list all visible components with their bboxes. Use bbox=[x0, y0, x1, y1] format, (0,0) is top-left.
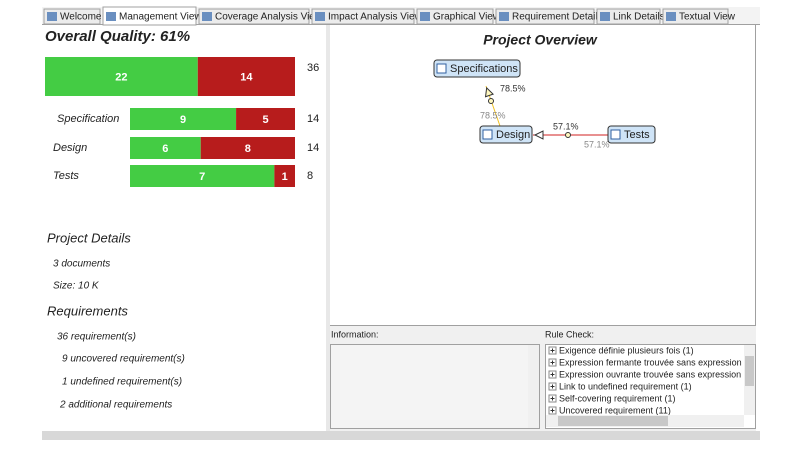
quality-title: Overall Quality: 61% bbox=[45, 28, 190, 45]
tab-icon bbox=[47, 12, 57, 21]
link-label: 57.1% bbox=[584, 139, 610, 149]
uncovered-count: 1 bbox=[282, 171, 288, 183]
tab-label[interactable]: Management View bbox=[119, 12, 202, 23]
row-label: Tests bbox=[53, 170, 79, 182]
rule-item: Link to undefined requirement (1) bbox=[559, 381, 692, 391]
tab-label[interactable]: Requirement Details bbox=[512, 12, 603, 23]
covered-count: 22 bbox=[115, 71, 127, 83]
pane-label: Rule Check: bbox=[545, 329, 594, 339]
rule-item: Uncovered requirement (11) bbox=[559, 405, 671, 415]
rule-item: Self-covering requirement (1) bbox=[559, 393, 676, 403]
uncovered-count: 5 bbox=[262, 114, 268, 126]
node-label: Specifications bbox=[450, 63, 518, 75]
uncovered-count: 14 bbox=[240, 71, 253, 83]
tab-label[interactable]: Impact Analysis View bbox=[328, 12, 423, 23]
pane-label: Information: bbox=[331, 329, 379, 339]
node-icon bbox=[436, 63, 447, 74]
total-count: 36 bbox=[307, 62, 319, 74]
tab-icon bbox=[420, 12, 430, 21]
node-label: Tests bbox=[624, 129, 650, 141]
requirement-item: 36 requirement(s) bbox=[57, 332, 136, 343]
expand-plus bbox=[550, 348, 555, 353]
uncovered-bar bbox=[274, 165, 295, 187]
tab[interactable] bbox=[495, 8, 595, 25]
node-icon bbox=[610, 129, 621, 140]
covered-count: 9 bbox=[180, 114, 186, 126]
section-heading: Project Details bbox=[47, 230, 131, 245]
tab[interactable] bbox=[43, 8, 101, 25]
node-icon bbox=[482, 129, 493, 140]
tab[interactable] bbox=[311, 8, 415, 25]
rule-check-box bbox=[545, 344, 756, 429]
link-label: 57.1% bbox=[553, 121, 579, 131]
node[interactable] bbox=[433, 59, 521, 78]
requirement-item: 9 uncovered requirement(s) bbox=[62, 354, 185, 365]
overview-title: Project Overview bbox=[483, 32, 598, 48]
status-bar bbox=[42, 431, 760, 440]
scrollbar-thumb[interactable] bbox=[745, 356, 754, 386]
link-dot bbox=[565, 132, 571, 138]
rule-check-list: Exigence définie plusieurs fois (1) Expre… bbox=[548, 345, 772, 415]
splitter bbox=[326, 25, 330, 431]
expand-plus bbox=[550, 384, 555, 389]
tab[interactable] bbox=[596, 8, 661, 25]
tab-label[interactable]: Link Details bbox=[613, 12, 665, 23]
scrollbar-thumb[interactable] bbox=[558, 416, 668, 426]
link-label: 78.5% bbox=[500, 83, 526, 93]
section-heading: Requirements bbox=[47, 303, 128, 318]
covered-count: 7 bbox=[199, 171, 205, 183]
tab-label[interactable]: Graphical View bbox=[433, 12, 501, 23]
expand-plus bbox=[550, 372, 555, 377]
tab-label[interactable]: Welcome bbox=[60, 12, 102, 23]
rule-item: Exigence définie plusieurs fois (1) bbox=[559, 345, 694, 355]
row-total: 14 bbox=[307, 142, 319, 154]
uncovered-count: 8 bbox=[245, 143, 251, 155]
link-dot bbox=[488, 98, 494, 104]
row-label: Design bbox=[53, 142, 87, 154]
covered-bar bbox=[45, 57, 198, 96]
link-arrow bbox=[484, 86, 495, 98]
uncovered-bar bbox=[200, 137, 295, 159]
detail-item: 3 documents bbox=[53, 259, 110, 270]
tab-label[interactable]: Textual View bbox=[679, 12, 736, 23]
tab-icon bbox=[202, 12, 212, 21]
tab[interactable] bbox=[102, 6, 197, 26]
uncovered-bar bbox=[236, 108, 295, 130]
node[interactable] bbox=[479, 125, 533, 144]
rule-item: Expression ouvrante trouvée sans express… bbox=[559, 369, 772, 379]
tab-label[interactable]: Coverage Analysis View bbox=[215, 12, 323, 23]
requirement-item: 2 additional requirements bbox=[59, 400, 172, 411]
link-label: 78.5% bbox=[480, 110, 506, 120]
tab-icon bbox=[499, 12, 509, 21]
link-arrow bbox=[533, 130, 544, 140]
expand-plus bbox=[550, 408, 555, 413]
scrollbar[interactable] bbox=[528, 345, 539, 428]
covered-count: 6 bbox=[162, 143, 168, 155]
covered-bar bbox=[130, 108, 237, 130]
uncovered-bar bbox=[197, 57, 295, 96]
detail-item: Size: 10 K bbox=[53, 281, 100, 292]
tab[interactable] bbox=[662, 8, 729, 25]
expand-plus bbox=[550, 360, 555, 365]
tab[interactable] bbox=[416, 8, 494, 25]
information-box bbox=[330, 344, 540, 429]
row-total: 8 bbox=[307, 170, 313, 182]
tab-icon bbox=[666, 12, 676, 21]
row-total: 14 bbox=[307, 113, 319, 125]
covered-bar bbox=[130, 137, 201, 159]
tab-icon bbox=[315, 12, 325, 21]
tab-icon bbox=[106, 12, 116, 21]
tab-icon bbox=[600, 12, 610, 21]
node-label: Design bbox=[496, 129, 530, 141]
row-label: Specification bbox=[57, 113, 119, 125]
requirement-item: 1 undefined requirement(s) bbox=[62, 377, 182, 388]
rule-item: Expression fermante trouvée sans express… bbox=[559, 357, 772, 367]
tab[interactable] bbox=[198, 8, 310, 25]
expand-plus bbox=[550, 396, 555, 401]
covered-bar bbox=[130, 165, 275, 187]
